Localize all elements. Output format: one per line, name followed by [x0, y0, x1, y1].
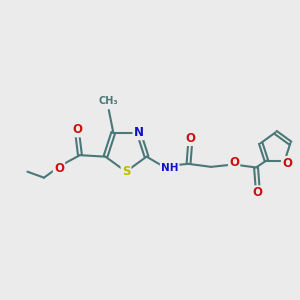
- Text: O: O: [185, 132, 195, 145]
- Text: CH₃: CH₃: [99, 95, 118, 106]
- Text: O: O: [282, 157, 292, 170]
- Text: O: O: [73, 123, 82, 136]
- Text: S: S: [122, 165, 130, 178]
- Text: NH: NH: [161, 163, 178, 173]
- Text: N: N: [134, 126, 144, 139]
- Text: O: O: [54, 162, 64, 175]
- Text: O: O: [229, 156, 239, 169]
- Text: O: O: [253, 187, 262, 200]
